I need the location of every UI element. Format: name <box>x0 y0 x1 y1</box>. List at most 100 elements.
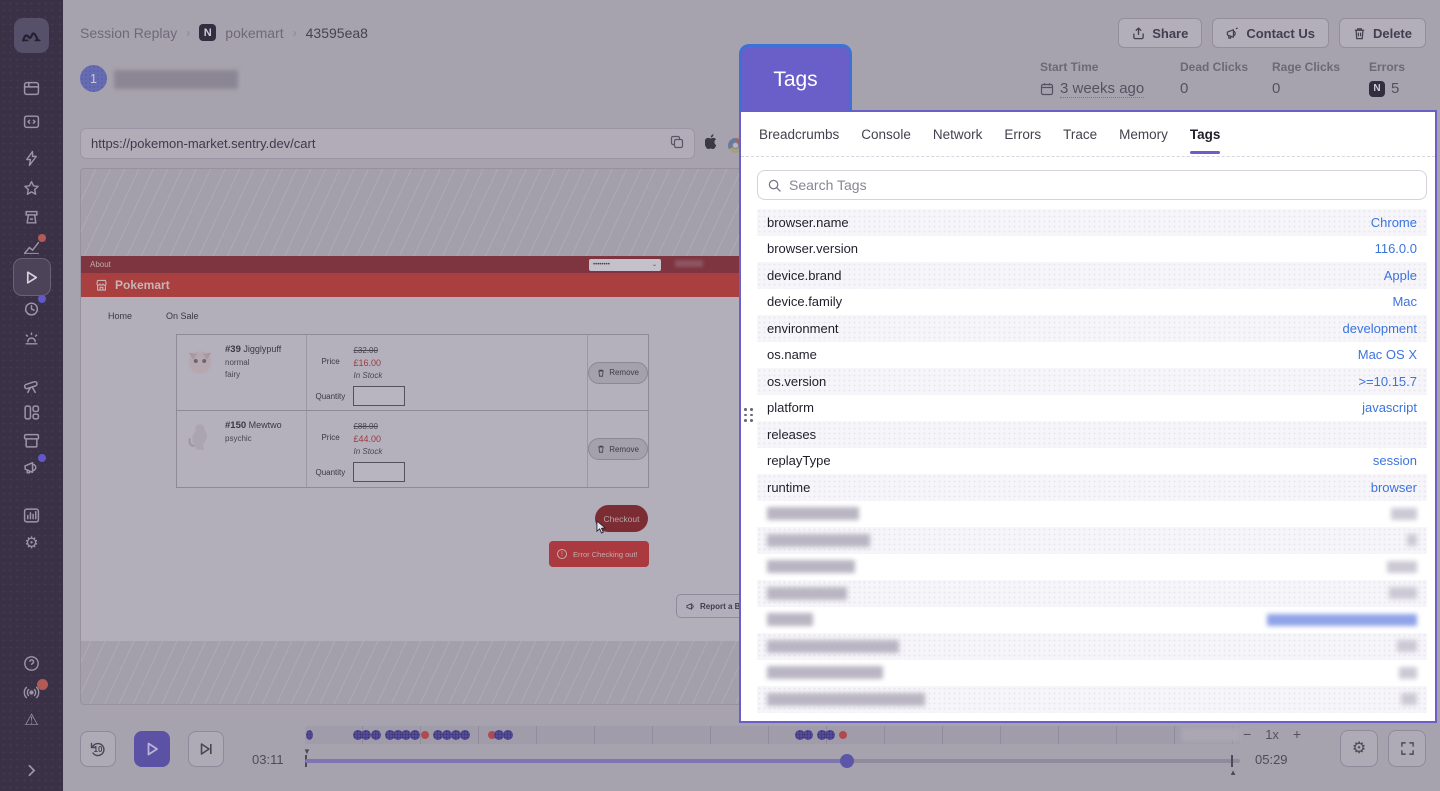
rewind-10-button[interactable]: 10 <box>80 731 116 767</box>
mouse-cursor <box>596 520 607 540</box>
feedback-megaphone-icon[interactable] <box>22 454 46 477</box>
stat-start-time: Start Time 3 weeks ago <box>1040 60 1145 98</box>
share-button[interactable]: Share <box>1118 18 1203 48</box>
fullscreen-button[interactable] <box>1388 730 1426 767</box>
pokemart-cart-table: #39 Jigglypuff normal fairy Price £32.00… <box>176 334 649 488</box>
stat-label: Dead Clicks <box>1180 60 1249 74</box>
panel-tab[interactable]: Memory <box>1119 127 1168 142</box>
panel-resize-handle[interactable] <box>744 408 756 422</box>
breadcrumb-separator: › <box>186 25 191 40</box>
panel-tab[interactable]: Trace <box>1063 127 1098 142</box>
tag-row[interactable]: platform javascript <box>757 395 1427 422</box>
blurred-tag-row <box>757 580 1427 607</box>
quantity-input[interactable] <box>353 462 406 482</box>
breadcrumb-section[interactable]: Session Replay <box>80 24 178 41</box>
tag-key: releases <box>767 426 817 442</box>
tag-value[interactable]: browser <box>1370 479 1417 495</box>
tag-key: browser.name <box>767 214 849 230</box>
replays-icon-selected[interactable] <box>12 258 51 296</box>
tag-row[interactable]: releases <box>757 421 1427 448</box>
tag-value[interactable]: Mac OS X <box>1357 347 1417 363</box>
rewind-seconds-label: 10 <box>93 744 103 754</box>
storefront-icon <box>96 279 107 291</box>
tag-row[interactable]: browser.version 116.0.0 <box>757 236 1427 263</box>
tag-row[interactable]: replayType session <box>757 448 1427 475</box>
panel-tab[interactable]: Console <box>861 127 911 142</box>
pokemart-nav-home[interactable]: Home <box>108 311 133 321</box>
tag-row[interactable]: device.family Mac <box>757 289 1427 316</box>
tag-value[interactable]: development <box>1342 320 1417 336</box>
scrubber-handle[interactable] <box>840 754 854 768</box>
breadcrumb-replay-id: 43595ea8 <box>305 24 368 41</box>
remove-button[interactable]: Remove <box>588 361 648 384</box>
jigglypuff-sprite <box>188 351 212 374</box>
broadcast-notification-dot <box>36 679 48 690</box>
search-tags-input[interactable] <box>789 177 1416 193</box>
panel-tab[interactable]: Errors <box>1004 127 1042 142</box>
panel-tab[interactable]: Tags <box>1189 127 1220 154</box>
panel-tab[interactable]: Network <box>932 127 983 142</box>
collapse-chevron-icon[interactable] <box>22 760 42 780</box>
pokemart-about-link[interactable]: About <box>90 260 111 269</box>
timeline-events-band[interactable] <box>305 726 1241 744</box>
share-icon <box>1133 26 1144 39</box>
tag-value[interactable]: Mac <box>1392 294 1417 310</box>
star-icon[interactable] <box>22 178 42 198</box>
help-icon[interactable] <box>22 653 42 673</box>
stats-chart-icon[interactable] <box>22 234 46 257</box>
lightning-icon[interactable] <box>22 148 42 168</box>
tag-row[interactable]: os.name Mac OS X <box>757 342 1427 369</box>
tag-key: environment <box>767 320 839 336</box>
tag-value[interactable]: javascript <box>1362 400 1417 416</box>
share-label: Share <box>1152 25 1189 41</box>
releases-icon[interactable] <box>22 207 42 227</box>
pokemart-password-field[interactable]: •••••••• ⌄ <box>589 258 661 271</box>
panel-tab[interactable]: Breadcrumbs <box>759 127 840 142</box>
play-button[interactable] <box>134 731 170 767</box>
speed-increase-button[interactable]: + <box>1292 726 1302 742</box>
quantity-input[interactable] <box>353 386 406 406</box>
tag-value[interactable]: Chrome <box>1370 214 1417 230</box>
speed-decrease-button[interactable]: − <box>1243 726 1252 742</box>
tag-value[interactable]: Apple <box>1383 267 1417 283</box>
player-settings-button[interactable]: ⚙ <box>1340 730 1378 767</box>
tag-row[interactable]: runtime browser <box>757 474 1427 501</box>
timeline-scrubber[interactable]: ▼ ▲ <box>303 747 1240 777</box>
skip-to-end-button[interactable] <box>188 731 224 767</box>
tag-row[interactable]: device.brand Apple <box>757 262 1427 289</box>
tags-search-box <box>757 170 1427 200</box>
alerts-siren-icon[interactable] <box>22 328 42 348</box>
explore-telescope-icon[interactable] <box>22 375 42 395</box>
dashboards-barchart-icon[interactable] <box>22 505 42 525</box>
pokemart-nav-onsale[interactable]: On Sale <box>166 311 199 321</box>
archive-box-icon[interactable] <box>22 430 42 450</box>
tag-value[interactable]: session <box>1372 453 1417 469</box>
trash-icon <box>598 369 605 377</box>
breadcrumb-project[interactable]: pokemart <box>225 24 284 41</box>
replay-url-bar: https://pokemon-market.sentry.dev/cart <box>80 128 695 159</box>
tag-value[interactable]: >=10.15.7 <box>1358 373 1417 389</box>
code-folder-icon[interactable] <box>22 111 42 131</box>
tag-value[interactable]: 116.0.0 <box>1374 241 1417 257</box>
contact-us-button[interactable]: Contact Us <box>1212 18 1329 48</box>
boards-icon[interactable] <box>22 402 42 422</box>
tag-row[interactable]: os.version >=10.15.7 <box>757 368 1427 395</box>
tag-key: browser.version <box>767 241 859 257</box>
projects-icon[interactable] <box>22 78 42 98</box>
history-clock-icon[interactable] <box>22 295 46 318</box>
os-browser-icons <box>704 134 743 156</box>
tag-row[interactable]: environment development <box>757 315 1427 342</box>
tag-row[interactable]: browser.name Chrome <box>757 209 1427 236</box>
apple-icon <box>704 134 720 156</box>
warnings-icon[interactable]: ⚠ <box>24 712 39 729</box>
settings-gear-icon[interactable]: ⚙ <box>24 535 39 552</box>
copy-url-icon[interactable] <box>670 135 684 152</box>
delete-button[interactable]: Delete <box>1338 18 1426 48</box>
stat-label: Errors <box>1369 60 1406 74</box>
sentry-logo[interactable] <box>14 18 49 53</box>
remove-button[interactable]: Remove <box>588 438 648 460</box>
broadcast-icon[interactable] <box>22 679 48 702</box>
speed-value: 1x <box>1265 726 1279 742</box>
stat-value[interactable]: 3 weeks ago <box>1060 80 1145 98</box>
stat-value: 0 <box>1272 80 1281 97</box>
